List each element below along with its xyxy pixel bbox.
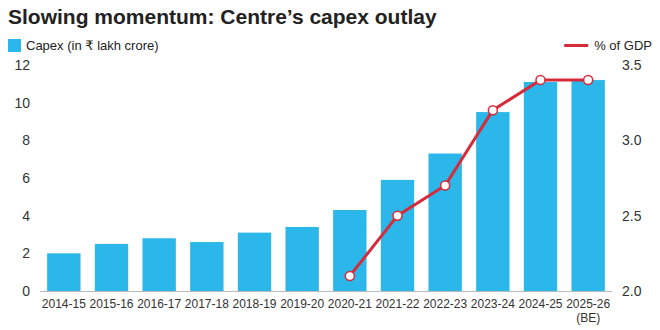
chart-svg: Slowing momentum: Centre’s capex outlay C… <box>0 0 660 330</box>
bar <box>238 233 271 291</box>
line <box>350 80 588 276</box>
y2-tick-label: 3.0 <box>622 132 642 148</box>
bar <box>95 244 128 291</box>
x-tick-label-line: 2019-20 <box>280 297 324 311</box>
line-marker <box>393 211 402 220</box>
y2-tick-label: 2.0 <box>622 283 642 299</box>
x-tick-label-line: 2020-21 <box>328 297 372 311</box>
legend-swatch <box>8 39 21 52</box>
legend-swatch <box>564 44 588 47</box>
bar <box>333 210 366 291</box>
bar <box>142 238 175 291</box>
x-tick-label: 2025-26(BE) <box>566 297 610 325</box>
x-tick-label: 2015-16 <box>89 297 133 311</box>
x-tick-label-line: 2016-17 <box>137 297 181 311</box>
y-tick-label: 10 <box>14 95 30 111</box>
x-tick-label-line: 2022-23 <box>423 297 467 311</box>
x-tick-label: 2016-17 <box>137 297 181 311</box>
y2-tick-label: 3.5 <box>622 57 642 73</box>
y-tick-label: 2 <box>22 245 30 261</box>
bar <box>285 227 318 291</box>
x-tick-label-line: 2025-26 <box>566 297 610 311</box>
x-tick-label: 2022-23 <box>423 297 467 311</box>
x-tick-label-line: 2021-22 <box>375 297 419 311</box>
x-tick-label-line: (BE) <box>576 311 600 325</box>
bar <box>571 80 604 291</box>
line-marker <box>584 76 593 85</box>
x-tick-label-line: 2024-25 <box>518 297 562 311</box>
x-tick-label: 2019-20 <box>280 297 324 311</box>
chart-container: Slowing momentum: Centre’s capex outlay C… <box>0 0 660 330</box>
legend-label: % of GDP <box>594 38 652 53</box>
y-tick-label: 6 <box>22 170 30 186</box>
x-tick-label-line: 2017-18 <box>185 297 229 311</box>
x-tick-label: 2017-18 <box>185 297 229 311</box>
x-tick-label: 2024-25 <box>518 297 562 311</box>
x-tick-label-line: 2023-24 <box>471 297 515 311</box>
y-tick-label: 0 <box>22 283 30 299</box>
x-tick-label: 2014-15 <box>42 297 86 311</box>
y-tick-label: 8 <box>22 132 30 148</box>
line-marker <box>488 106 497 115</box>
y2-tick-label: 2.5 <box>622 208 642 224</box>
y-tick-label: 12 <box>14 57 30 73</box>
bar <box>428 154 461 291</box>
bar <box>381 180 414 291</box>
x-tick-label-line: 2015-16 <box>89 297 133 311</box>
bar <box>476 112 509 291</box>
x-tick-label: 2021-22 <box>375 297 419 311</box>
x-tick-label: 2018-19 <box>232 297 276 311</box>
legend-label: Capex (in ₹ lakh crore) <box>26 38 159 53</box>
title: Slowing momentum: Centre’s capex outlay <box>8 5 437 28</box>
x-tick-label-line: 2014-15 <box>42 297 86 311</box>
x-tick-label: 2023-24 <box>471 297 515 311</box>
x-axis-line <box>40 291 612 292</box>
x-tick-label-line: 2018-19 <box>232 297 276 311</box>
bar <box>190 242 223 291</box>
legend: Capex (in ₹ lakh crore) % of GDP <box>8 38 652 53</box>
line-marker <box>345 271 354 280</box>
line-marker <box>441 181 450 190</box>
plot-area <box>47 76 605 291</box>
y-tick-label: 4 <box>22 208 30 224</box>
bar <box>524 82 557 291</box>
bar <box>47 253 80 291</box>
x-tick-label: 2020-21 <box>328 297 372 311</box>
line-marker <box>536 76 545 85</box>
